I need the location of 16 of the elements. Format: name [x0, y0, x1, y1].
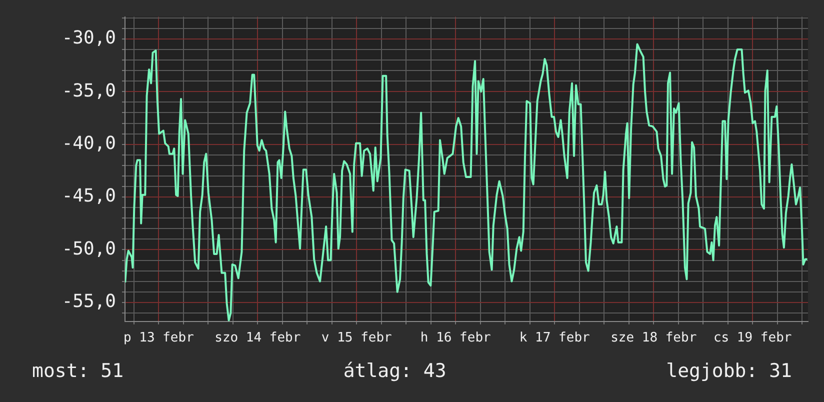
x-tick-label: sze 18 febr	[610, 330, 697, 346]
y-tick-label: -40,0	[62, 133, 116, 154]
x-tick-label: cs 19 febr	[713, 330, 792, 346]
text: legjobb: 31	[666, 360, 792, 382]
x-tick-label: k 17 febr	[519, 330, 590, 346]
y-tick-label: -35,0	[62, 80, 116, 102]
x-tick-label: szo 14 febr	[214, 330, 301, 346]
x-tick-label: v 15 febr	[321, 330, 392, 346]
y-tick-label: -30,0	[62, 28, 116, 49]
text: átlag: 43	[343, 360, 446, 382]
y-tick-label: -50,0	[62, 238, 116, 260]
text: most: 51	[32, 360, 124, 382]
x-tick-label: h 16 febr	[420, 330, 492, 346]
y-tick-label: -55,0	[62, 291, 116, 312]
y-tick-label: -45,0	[62, 186, 116, 207]
x-tick-label: p 13 febr	[123, 330, 194, 346]
